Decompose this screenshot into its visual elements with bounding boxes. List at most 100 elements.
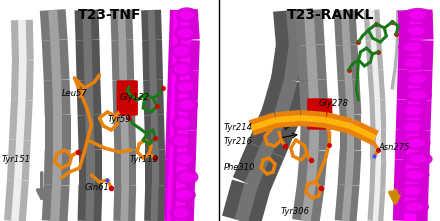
Ellipse shape bbox=[399, 40, 426, 53]
Polygon shape bbox=[373, 190, 380, 221]
Ellipse shape bbox=[180, 173, 194, 181]
Polygon shape bbox=[341, 10, 350, 45]
Polygon shape bbox=[147, 10, 156, 40]
Polygon shape bbox=[300, 110, 326, 128]
Polygon shape bbox=[84, 80, 94, 115]
Polygon shape bbox=[111, 40, 134, 80]
Polygon shape bbox=[167, 160, 196, 191]
Polygon shape bbox=[143, 80, 164, 115]
Polygon shape bbox=[275, 110, 301, 128]
Text: Tyr59: Tyr59 bbox=[107, 116, 131, 124]
Polygon shape bbox=[222, 180, 270, 221]
Ellipse shape bbox=[400, 200, 429, 213]
Text: Leu57: Leu57 bbox=[62, 88, 88, 97]
Ellipse shape bbox=[172, 116, 194, 130]
Polygon shape bbox=[292, 183, 325, 221]
Polygon shape bbox=[250, 117, 277, 131]
Polygon shape bbox=[398, 39, 433, 70]
Polygon shape bbox=[408, 70, 421, 100]
Ellipse shape bbox=[400, 105, 428, 118]
Polygon shape bbox=[11, 180, 22, 221]
Polygon shape bbox=[306, 45, 318, 80]
Text: T23-TNF: T23-TNF bbox=[77, 8, 141, 22]
Polygon shape bbox=[175, 190, 186, 221]
Polygon shape bbox=[77, 80, 101, 115]
Polygon shape bbox=[260, 112, 287, 153]
Polygon shape bbox=[301, 184, 315, 221]
Polygon shape bbox=[393, 70, 400, 90]
Polygon shape bbox=[117, 10, 126, 40]
Polygon shape bbox=[406, 130, 419, 160]
Polygon shape bbox=[77, 115, 103, 150]
Polygon shape bbox=[370, 130, 386, 160]
Polygon shape bbox=[14, 140, 24, 180]
Polygon shape bbox=[301, 115, 326, 123]
Ellipse shape bbox=[179, 83, 193, 91]
Polygon shape bbox=[404, 190, 417, 221]
Polygon shape bbox=[297, 149, 328, 186]
Polygon shape bbox=[396, 50, 402, 70]
Ellipse shape bbox=[171, 62, 193, 76]
Polygon shape bbox=[284, 44, 303, 81]
Polygon shape bbox=[249, 112, 279, 136]
Polygon shape bbox=[168, 130, 197, 160]
FancyBboxPatch shape bbox=[117, 81, 137, 115]
Polygon shape bbox=[262, 74, 310, 120]
Polygon shape bbox=[85, 115, 95, 150]
Polygon shape bbox=[170, 9, 200, 41]
Polygon shape bbox=[276, 115, 301, 123]
Polygon shape bbox=[121, 150, 129, 185]
Polygon shape bbox=[271, 42, 315, 83]
Polygon shape bbox=[366, 40, 383, 70]
Polygon shape bbox=[343, 45, 352, 80]
Polygon shape bbox=[167, 190, 172, 221]
Polygon shape bbox=[18, 20, 27, 60]
Ellipse shape bbox=[177, 155, 191, 163]
Ellipse shape bbox=[408, 27, 424, 34]
Polygon shape bbox=[334, 9, 357, 46]
Ellipse shape bbox=[404, 8, 432, 21]
Polygon shape bbox=[150, 115, 158, 150]
Ellipse shape bbox=[404, 152, 432, 166]
Polygon shape bbox=[170, 100, 175, 130]
Text: Gln61: Gln61 bbox=[84, 183, 110, 192]
Ellipse shape bbox=[180, 11, 194, 19]
Polygon shape bbox=[396, 99, 432, 131]
Polygon shape bbox=[152, 150, 158, 185]
Polygon shape bbox=[304, 10, 315, 45]
Polygon shape bbox=[172, 40, 177, 70]
Polygon shape bbox=[295, 9, 325, 46]
Text: Tyr306: Tyr306 bbox=[281, 208, 310, 217]
Polygon shape bbox=[53, 115, 62, 150]
Polygon shape bbox=[11, 20, 34, 60]
Ellipse shape bbox=[409, 76, 425, 82]
Ellipse shape bbox=[176, 98, 198, 112]
Polygon shape bbox=[40, 9, 68, 41]
Polygon shape bbox=[335, 184, 359, 221]
Polygon shape bbox=[74, 10, 99, 40]
Polygon shape bbox=[367, 69, 385, 101]
Ellipse shape bbox=[407, 171, 423, 179]
Polygon shape bbox=[141, 10, 162, 40]
Polygon shape bbox=[178, 100, 189, 130]
Polygon shape bbox=[82, 10, 92, 40]
Text: Gly278: Gly278 bbox=[319, 99, 349, 107]
Polygon shape bbox=[114, 150, 136, 185]
Polygon shape bbox=[50, 185, 61, 221]
Ellipse shape bbox=[406, 59, 422, 67]
Polygon shape bbox=[144, 185, 165, 221]
Polygon shape bbox=[297, 44, 326, 81]
Ellipse shape bbox=[402, 137, 430, 149]
Polygon shape bbox=[50, 40, 61, 80]
Polygon shape bbox=[165, 130, 178, 160]
Polygon shape bbox=[345, 80, 354, 115]
Polygon shape bbox=[398, 10, 433, 41]
Polygon shape bbox=[245, 147, 272, 188]
Polygon shape bbox=[150, 185, 158, 221]
Polygon shape bbox=[48, 10, 59, 40]
Ellipse shape bbox=[175, 80, 197, 94]
Polygon shape bbox=[180, 40, 191, 70]
Polygon shape bbox=[166, 100, 179, 130]
Polygon shape bbox=[112, 80, 135, 115]
Polygon shape bbox=[299, 79, 329, 116]
